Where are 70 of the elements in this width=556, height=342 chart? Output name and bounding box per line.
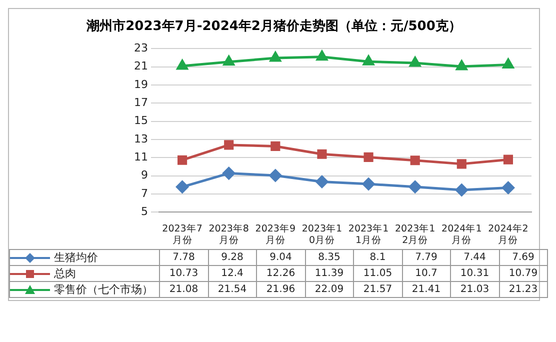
point	[410, 156, 420, 166]
y-tick-label: 9	[141, 168, 148, 182]
y-tick-label: 21	[134, 60, 148, 73]
point	[316, 50, 328, 61]
point	[222, 167, 236, 180]
point	[270, 52, 281, 62]
point	[456, 159, 466, 169]
data-label: 8.35	[305, 250, 354, 266]
data-label: 7.79	[402, 250, 450, 266]
x-tick-label: 2024年2月份	[488, 222, 528, 246]
y-tick-label: 15	[134, 114, 148, 128]
data-label: 21.57	[354, 282, 402, 298]
data-label: 10.79	[499, 266, 548, 282]
x-tick-label: 2023年8月份	[208, 222, 249, 246]
point	[456, 60, 468, 70]
point	[502, 182, 514, 194]
chart-title: 潮州市2023年7月-2024年2月猪价走势图（单位：元/500克）	[86, 18, 462, 36]
x-tick-label: 2023年11月份	[348, 222, 389, 246]
y-tick-label: 23	[134, 41, 148, 54]
data-label: 12.26	[256, 266, 305, 282]
data-label: 7.78	[160, 250, 208, 266]
data-label: 21.41	[402, 282, 450, 298]
x-tick-label: 2023年12月份	[394, 222, 436, 246]
data-label: 7.44	[450, 250, 499, 266]
point	[176, 180, 189, 194]
data-label: 21.08	[160, 282, 208, 298]
point	[502, 58, 514, 68]
data-label: 22.09	[305, 282, 354, 298]
point	[176, 60, 188, 70]
data-label: 12.4	[208, 266, 256, 282]
point	[269, 169, 282, 182]
point	[408, 180, 422, 194]
data-label: 21.54	[208, 282, 256, 298]
y-tick-label: 19	[134, 78, 148, 91]
y-tick-label: 17	[134, 96, 148, 109]
point	[316, 176, 328, 188]
y-tick-label: 7	[141, 186, 148, 200]
point	[317, 149, 327, 159]
point	[270, 141, 280, 151]
point	[503, 154, 514, 164]
point	[177, 155, 188, 165]
y-tick-label: 5	[141, 205, 148, 218]
data-label: 10.31	[450, 266, 499, 282]
data-label: 11.05	[354, 266, 402, 282]
x-tick-label: 2023年9月份	[255, 222, 296, 246]
point	[455, 184, 468, 196]
x-tick-label: 2024年1月份	[442, 222, 482, 246]
data-label: 21.96	[256, 282, 305, 298]
point	[362, 55, 374, 66]
data-label: 8.1	[354, 250, 402, 266]
point	[362, 178, 375, 190]
x-tick-label: 2023年7月份	[162, 222, 202, 246]
data-label: 7.69	[499, 250, 548, 266]
data-label: 21.23	[499, 282, 548, 298]
legend-label: 生猪均价	[10, 250, 160, 266]
y-tick-label: 11	[134, 150, 148, 164]
data-label: 10.7	[402, 266, 450, 282]
x-tick-label: 2023年10月份	[302, 222, 342, 246]
point	[224, 140, 234, 150]
point	[364, 152, 374, 162]
data-label: 9.28	[208, 250, 256, 266]
data-label: 11.39	[305, 266, 354, 282]
legend-label: 总肉	[10, 266, 160, 282]
data-label: 9.04	[256, 250, 305, 266]
data-label: 10.73	[160, 266, 208, 282]
legend-label: 零售价（七个市场）	[10, 282, 160, 298]
point	[410, 56, 421, 67]
point	[223, 56, 234, 66]
data-label: 21.03	[450, 282, 499, 298]
y-tick-label: 13	[134, 132, 148, 146]
